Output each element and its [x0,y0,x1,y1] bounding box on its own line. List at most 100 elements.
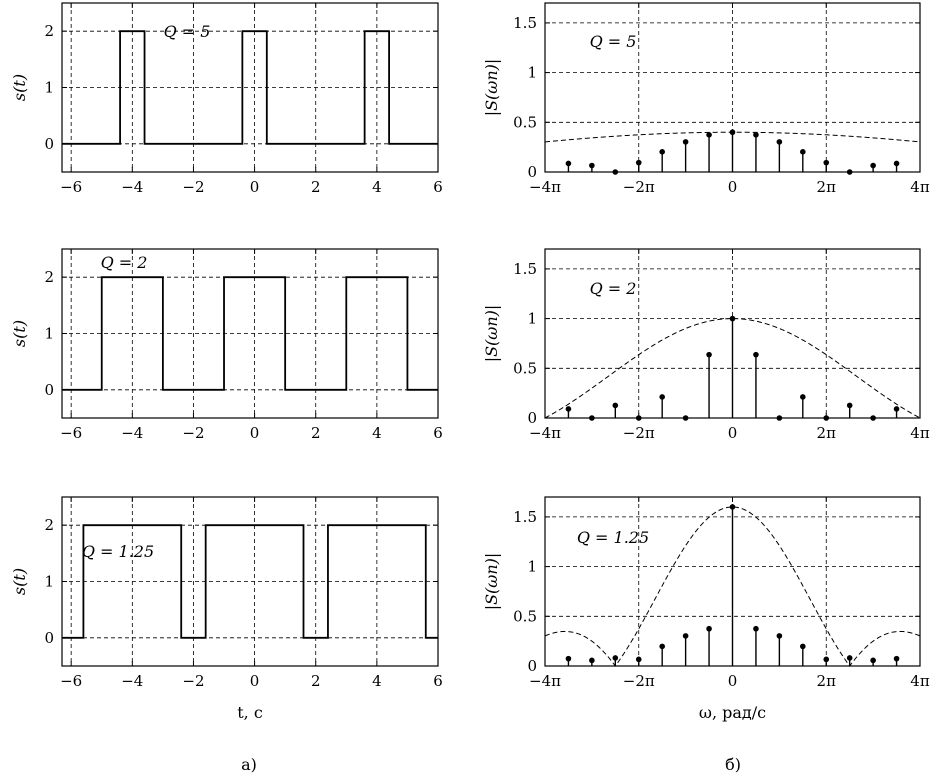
stem-marker-7 [729,129,736,136]
x-tick-label-1: −2π [623,424,655,442]
y-tick-label-0: 0 [44,381,54,399]
stem-marker-14 [893,655,900,662]
stem-marker-9 [776,415,783,421]
x-tick-label-5: 4 [372,178,382,196]
x-tick-label-0: −4π [529,672,561,690]
x-tick-label-5: 4 [372,672,382,690]
y-tick-label-0: 0 [527,163,537,181]
x-tick-label-2: −2 [182,672,204,690]
stem-marker-5 [682,633,689,639]
stem-marker-5 [682,139,689,145]
stem-marker-10 [800,149,806,155]
y-tick-label-3: 1.5 [513,14,537,32]
stem-marker-10 [800,643,806,650]
x-tick-label-2: 0 [728,178,738,196]
stem-marker-5 [682,415,689,421]
stem-marker-0 [565,160,572,167]
x-tick-label-2: 0 [728,672,738,690]
stem-marker-2 [612,169,619,175]
panels: −6 −4 −2 0 2 4 6 0 1 2 s(t) Q = 5 −6 −4 −2 0 2 4 6 0 1 2 s(t) Q… [10,2,930,722]
y-tick-label-1: 0.5 [513,113,537,131]
x-axis-label: ω, рад/с [699,703,766,722]
y-tick-label-2: 1 [527,64,537,82]
panel-time-Q1.25: −6 −4 −2 0 2 4 6 0 1 2 s(t) t, с Q = 1.25 [10,496,443,722]
stem-marker-4 [659,149,665,155]
stem-marker-6 [706,132,712,138]
y-tick-label-2: 2 [44,516,54,534]
stem-marker-12 [846,655,853,661]
panel-spectrum-Q5: −4π −2π 0 2π 4π 0 0.5 1 1.5 |S(ωn)| Q = 5 [482,2,930,196]
stem-marker-3 [635,415,642,421]
y-tick-label-2: 1 [527,558,537,576]
stem-marker-7 [729,315,736,322]
stem-marker-4 [659,394,665,400]
y-tick-label-1: 0.5 [513,359,537,377]
caption-right: б) [725,755,741,774]
x-tick-label-0: −6 [60,672,82,690]
stem-marker-0 [565,655,572,662]
q-annotation: Q = 2 [101,253,148,272]
stem-marker-13 [870,415,876,421]
stem-marker-11 [823,159,830,166]
stem-marker-11 [823,656,830,663]
x-tick-label-3: 0 [250,178,260,196]
x-tick-label-6: 6 [433,178,443,196]
panel-spectrum-Q2: −4π −2π 0 2π 4π 0 0.5 1 1.5 |S(ωn)| Q = 2 [482,248,930,442]
x-tick-label-4: 2 [311,672,321,690]
y-axis-label: |S(ωn)| [482,305,501,363]
stem-marker-3 [635,656,642,663]
x-tick-label-4: 4π [910,672,930,690]
x-tick-label-5: 4 [372,424,382,442]
q-annotation: Q = 1.25 [82,542,154,561]
y-tick-label-2: 1 [527,310,537,328]
y-axis-label: s(t) [10,320,29,347]
x-tick-label-0: −6 [60,424,82,442]
x-tick-label-1: −2π [623,178,655,196]
stem-marker-13 [870,162,876,169]
y-tick-label-0: 0 [527,409,537,427]
stem-marker-9 [776,139,783,145]
stem-marker-8 [753,351,759,358]
panel-time-Q5: −6 −4 −2 0 2 4 6 0 1 2 s(t) Q = 5 [10,2,443,196]
x-tick-label-0: −4π [529,178,561,196]
q-annotation: Q = 5 [164,22,211,41]
stem-marker-14 [893,406,900,412]
y-tick-label-1: 1 [44,573,54,591]
x-tick-label-6: 6 [433,424,443,442]
x-tick-label-0: −6 [60,178,82,196]
stem-marker-4 [659,643,665,650]
stem-marker-12 [846,169,853,175]
signal-line [62,276,438,391]
stem-marker-9 [776,633,783,639]
stem-marker-1 [589,162,595,169]
stem-marker-14 [893,160,900,167]
panel-spectrum-Q1.25: −4π −2π 0 2π 4π 0 0.5 1 1.5 |S(ωn)| ω, рад/с Q = 1.… [482,496,930,722]
x-tick-label-1: −4 [121,424,143,442]
y-tick-label-3: 1.5 [513,508,537,526]
stem-marker-7 [729,504,736,510]
y-tick-label-0: 0 [527,657,537,675]
q-annotation: Q = 1.25 [577,528,649,547]
stem-marker-11 [823,415,830,421]
x-tick-label-2: −2 [182,424,204,442]
caption-left: а) [241,755,257,774]
x-tick-label-2: 0 [728,424,738,442]
x-tick-label-0: −4π [529,424,561,442]
stem-marker-6 [706,625,712,632]
q-annotation: Q = 2 [590,279,637,298]
x-tick-label-1: −4 [121,672,143,690]
x-tick-label-6: 6 [433,672,443,690]
x-tick-label-4: 2 [311,424,321,442]
y-axis-label: s(t) [10,568,29,595]
panel-time-Q2: −6 −4 −2 0 2 4 6 0 1 2 s(t) Q = 2 [10,248,443,442]
x-tick-label-1: −2π [623,672,655,690]
x-tick-label-3: 0 [250,672,260,690]
signal-line [62,30,438,145]
x-tick-label-1: −4 [121,178,143,196]
x-tick-label-3: 2π [817,672,837,690]
envelope-curve [544,318,921,419]
stem-marker-10 [800,394,806,400]
y-tick-label-1: 0.5 [513,607,537,625]
stem-marker-6 [706,351,712,358]
x-tick-label-2: −2 [182,178,204,196]
